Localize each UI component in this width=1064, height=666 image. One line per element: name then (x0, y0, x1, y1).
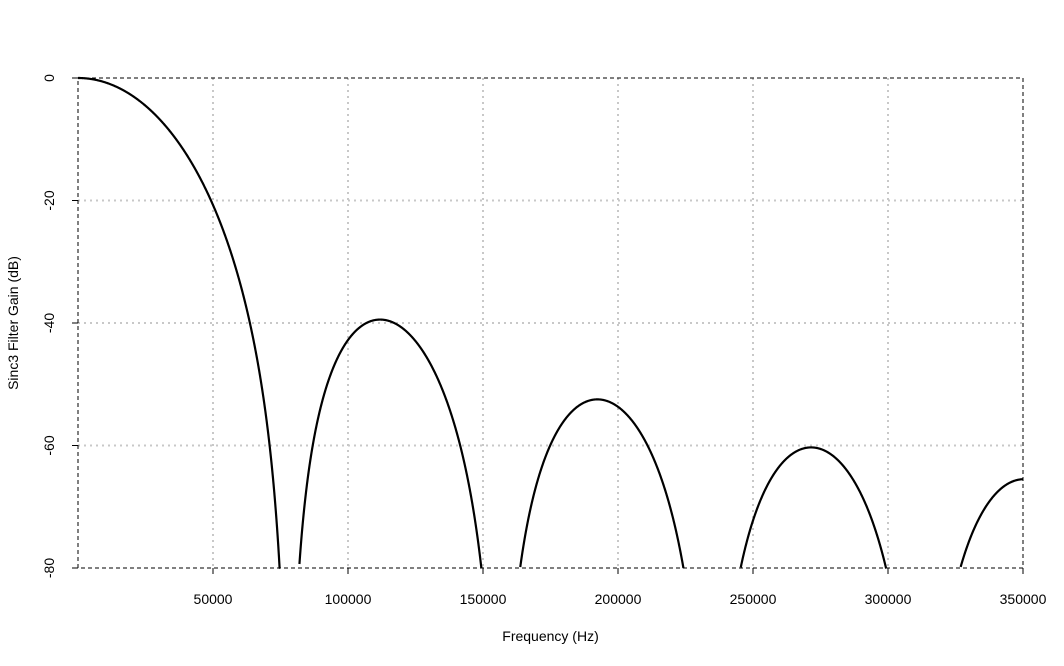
y-tick-label: -60 (41, 435, 57, 455)
x-tick-label: 100000 (325, 591, 372, 607)
y-tick-label: 0 (41, 74, 57, 82)
x-axis-title: Frequency (Hz) (502, 628, 598, 644)
plot-frame (77, 77, 1024, 569)
x-tick-label: 200000 (595, 591, 642, 607)
x-tick-label: 250000 (730, 591, 777, 607)
y-tick-label: -40 (41, 313, 57, 333)
x-tick-label: 350000 (1000, 591, 1047, 607)
axes: 50000 100000 150000 200000 250000 300000 35000… (41, 74, 1047, 607)
x-tick-label: 150000 (460, 591, 507, 607)
x-tick-label: 50000 (194, 591, 233, 607)
x-tick-label: 300000 (865, 591, 912, 607)
gain-curve (77, 76, 1024, 570)
grid-lines (78, 78, 1023, 568)
y-axis-title: Sinc3 Filter Gain (dB) (5, 256, 21, 390)
y-tick-label: -80 (41, 558, 57, 578)
y-tick-label: -20 (41, 190, 57, 210)
